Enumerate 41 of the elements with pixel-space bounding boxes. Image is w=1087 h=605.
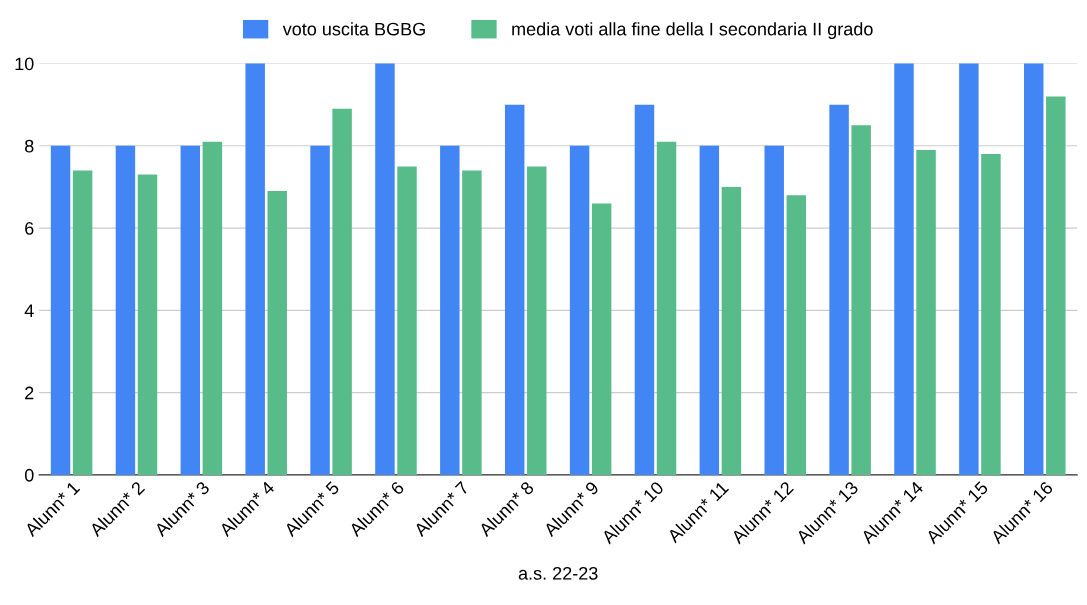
bar <box>569 145 590 475</box>
bar <box>180 145 201 475</box>
bar <box>332 108 352 475</box>
bar <box>462 170 482 475</box>
bar <box>829 104 849 475</box>
bar <box>851 125 871 475</box>
y-tick-label: 4 <box>24 304 34 317</box>
bar <box>115 145 136 475</box>
bar <box>699 145 720 475</box>
bar <box>916 149 936 475</box>
bar <box>981 154 1001 475</box>
legend-label: media voti alla fine della I secondaria II grado <box>512 22 873 40</box>
bar <box>959 63 979 475</box>
bar <box>72 170 93 475</box>
bar <box>591 203 612 475</box>
bar <box>50 145 71 475</box>
bar <box>375 63 395 475</box>
y-tick-label: 2 <box>25 386 34 400</box>
y-tick-label: 6 <box>25 222 34 235</box>
bar <box>245 63 265 475</box>
y-tick-label: 0 <box>24 468 34 482</box>
bar <box>267 191 287 475</box>
bar <box>656 141 677 475</box>
bar <box>397 166 417 475</box>
bar <box>1024 63 1044 475</box>
bar <box>634 104 655 475</box>
bar <box>527 166 547 475</box>
bar <box>202 141 223 475</box>
bar <box>764 145 784 475</box>
bar <box>1046 96 1066 475</box>
bar <box>440 145 460 475</box>
legend-label: voto uscita BGBG <box>282 22 425 36</box>
y-tick-label: 8 <box>25 139 34 153</box>
bar <box>721 186 742 475</box>
bar <box>894 63 914 475</box>
bar <box>310 145 330 475</box>
bar <box>137 174 158 475</box>
x-axis-title: a.s. 22-23 <box>518 566 598 580</box>
bar <box>504 104 525 475</box>
bar <box>786 195 807 475</box>
y-tick-label: 10 <box>15 57 34 71</box>
